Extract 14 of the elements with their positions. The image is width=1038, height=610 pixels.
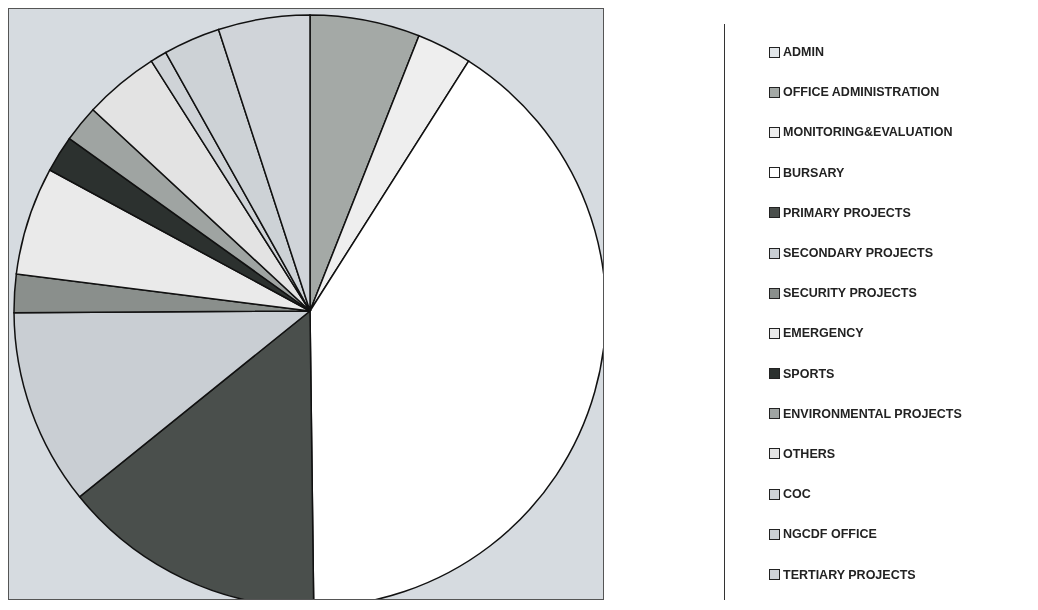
- legend-label: ENVIRONMENTAL PROJECTS: [783, 406, 962, 421]
- slice-label: BURSARY: [783, 165, 845, 180]
- legend-label: COC: [783, 487, 811, 502]
- legend-label: SPORTS: [783, 366, 835, 381]
- legend-label: PRIMARY PROJECTS: [783, 205, 911, 220]
- legend-label: SECONDARY PROJECTS: [783, 246, 934, 261]
- legend-label: NGCDF OFFICE: [783, 527, 877, 542]
- legend-label: OTHERS: [783, 446, 836, 461]
- legend-label: SECURITY PROJECTS: [783, 286, 917, 301]
- legend-label: OFFICE ADMINISTRATION: [783, 85, 940, 100]
- legend-label: MONITORING&EVALUATION: [783, 125, 953, 140]
- legend-label: EMERGENCY: [783, 326, 864, 341]
- legend-label: ADMIN: [783, 45, 824, 60]
- legend-label: TERTIARY PROJECTS: [783, 567, 916, 582]
